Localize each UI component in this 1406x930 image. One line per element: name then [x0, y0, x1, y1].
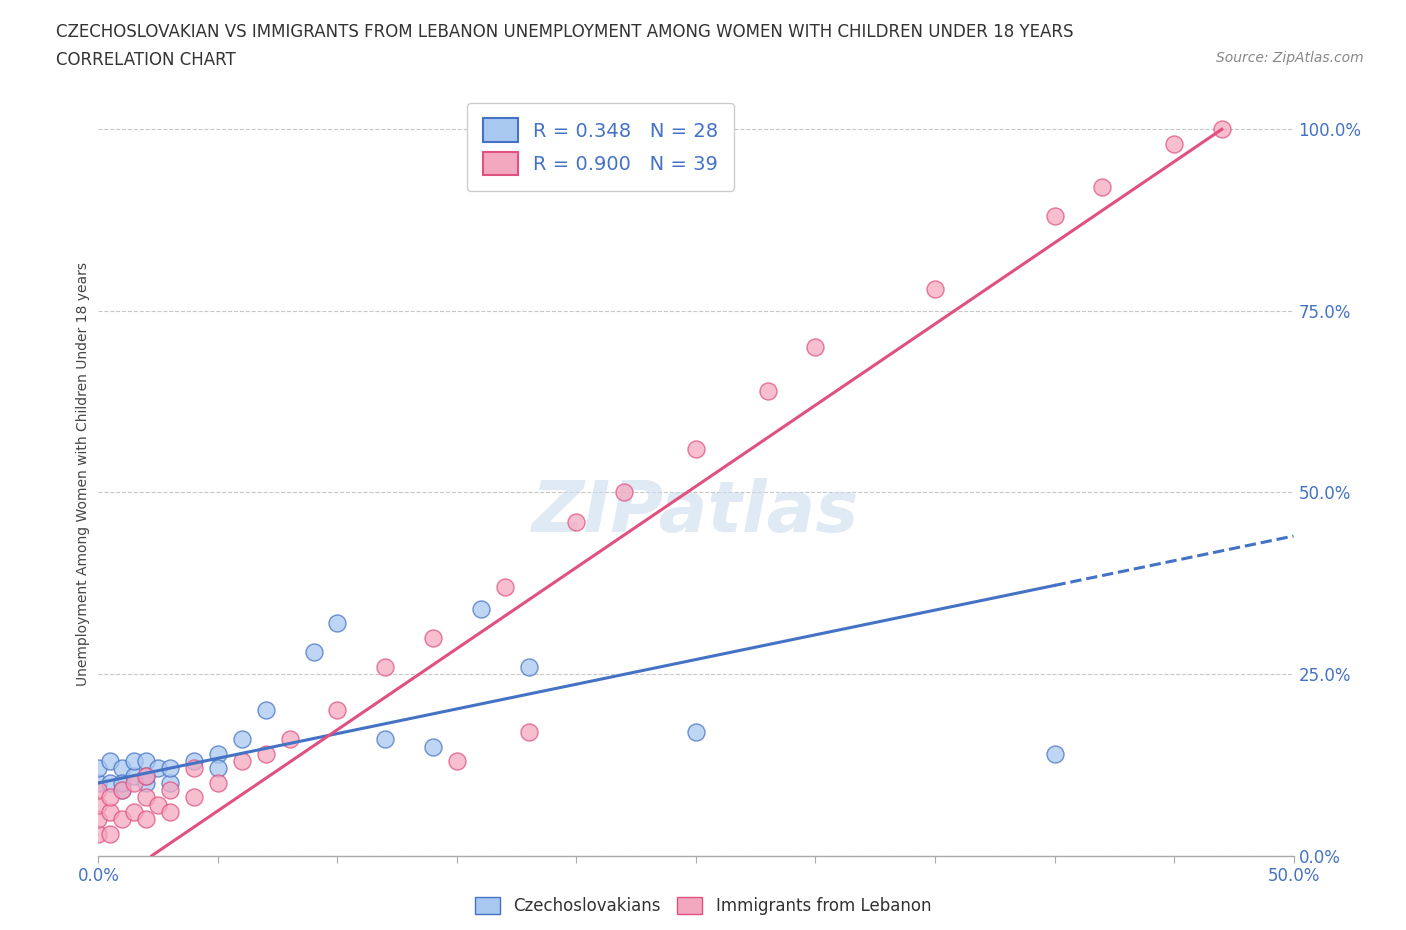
Point [98, 827, 122, 842]
Point [183, 790, 205, 805]
Point [1163, 137, 1185, 152]
Point [207, 776, 229, 790]
Point [98, 776, 122, 790]
Point [87, 812, 110, 827]
Point [207, 761, 229, 776]
Point [756, 383, 779, 398]
Point [517, 724, 540, 739]
Point [1043, 747, 1066, 762]
Point [183, 753, 205, 768]
Point [124, 768, 146, 783]
Point [1043, 209, 1066, 224]
Point [231, 732, 253, 747]
Point [924, 282, 946, 297]
Point [87, 776, 110, 790]
Point [565, 514, 588, 529]
Point [135, 768, 157, 783]
Point [124, 753, 146, 768]
Point [159, 761, 181, 776]
Y-axis label: Unemployment Among Women with Children Under 18 years: Unemployment Among Women with Children U… [76, 262, 90, 686]
Point [98, 790, 122, 805]
Point [494, 579, 516, 594]
Point [374, 732, 396, 747]
Point [374, 659, 396, 674]
Point [87, 827, 110, 842]
Point [1091, 180, 1114, 195]
Point [159, 804, 181, 819]
Point [148, 797, 170, 812]
Point [87, 783, 110, 798]
Point [470, 601, 492, 616]
Text: CZECHOSLOVAKIAN VS IMMIGRANTS FROM LEBANON UNEMPLOYMENT AMONG WOMEN WITH CHILDRE: CZECHOSLOVAKIAN VS IMMIGRANTS FROM LEBAN… [56, 23, 1074, 41]
Point [135, 753, 157, 768]
Point [326, 703, 349, 718]
Point [685, 442, 707, 457]
Point [302, 644, 325, 659]
Point [159, 783, 181, 798]
Point [111, 776, 134, 790]
Point [87, 797, 110, 812]
Point [111, 812, 134, 827]
Point [207, 747, 229, 762]
Point [254, 703, 277, 718]
Point [135, 768, 157, 783]
Point [326, 616, 349, 631]
Point [159, 776, 181, 790]
Point [135, 812, 157, 827]
Text: Source: ZipAtlas.com: Source: ZipAtlas.com [1216, 51, 1364, 65]
Text: ZIPatlas: ZIPatlas [533, 478, 859, 547]
Point [1211, 122, 1233, 137]
Text: CORRELATION CHART: CORRELATION CHART [56, 51, 236, 69]
Point [517, 659, 540, 674]
Legend: R = 0.348   N = 28, R = 0.900   N = 39: R = 0.348 N = 28, R = 0.900 N = 39 [467, 102, 734, 191]
Point [278, 732, 301, 747]
Point [422, 631, 444, 645]
Point [124, 804, 146, 819]
Point [422, 739, 444, 754]
Point [111, 783, 134, 798]
Point [111, 783, 134, 798]
Point [148, 761, 170, 776]
Point [183, 761, 205, 776]
Point [254, 747, 277, 762]
Legend: Czechoslovakians, Immigrants from Lebanon: Czechoslovakians, Immigrants from Lebano… [468, 890, 938, 922]
Point [98, 804, 122, 819]
Point [804, 339, 827, 354]
Point [231, 753, 253, 768]
Point [135, 776, 157, 790]
Point [111, 761, 134, 776]
Point [98, 753, 122, 768]
Point [446, 753, 468, 768]
Point [613, 485, 636, 500]
Point [685, 724, 707, 739]
Point [87, 761, 110, 776]
Point [124, 776, 146, 790]
Point [135, 790, 157, 805]
